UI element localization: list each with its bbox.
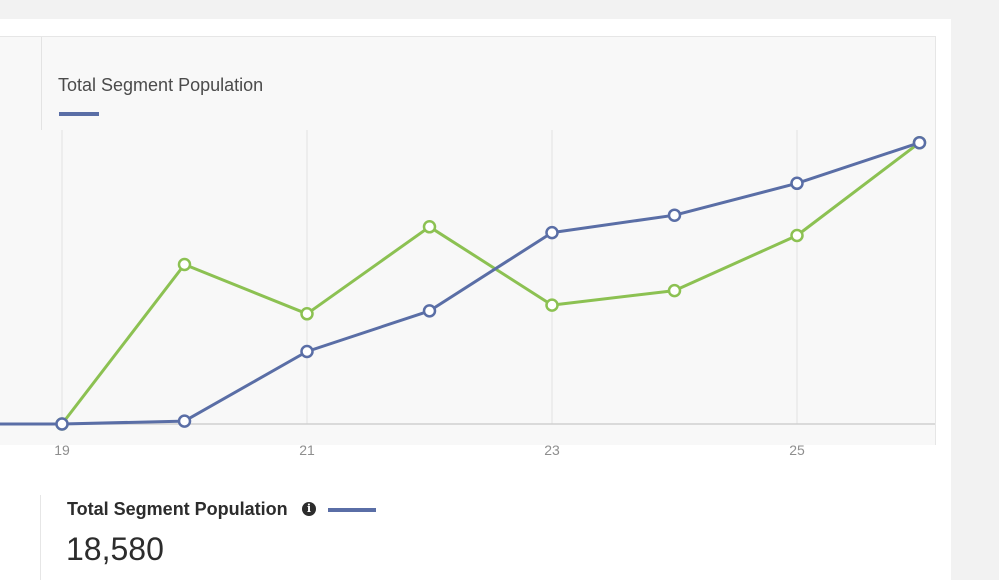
data-point-total-segment-population-26	[912, 135, 927, 150]
series-line-series-2	[0, 141, 921, 426]
metric-label: Total Segment Population	[67, 499, 288, 519]
x-tick-label-25: 25	[789, 442, 805, 458]
info-icon[interactable]: i	[302, 502, 316, 516]
chart-card: Total Segment Population 19 21 23 25 Total …	[0, 19, 951, 580]
data-point-series-2-24	[667, 283, 682, 298]
legend-title: Total Segment Population	[58, 75, 264, 95]
series-line-total-segment-population	[0, 141, 920, 426]
data-point-total-segment-population-19	[55, 417, 69, 431]
metric-value: 18,580	[66, 531, 164, 567]
x-tick-label-23: 23	[544, 442, 560, 458]
data-point-series-2-20	[177, 257, 192, 272]
data-point-series-2-23	[545, 298, 559, 312]
data-point-total-segment-population-20	[177, 414, 192, 428]
data-point-total-segment-population-21	[300, 344, 314, 359]
legend-divider	[41, 37, 42, 130]
metric-summary: Total Segment Population i 18,580	[40, 495, 601, 580]
chart-panel: Total Segment Population	[0, 36, 936, 445]
x-tick-label-21: 21	[299, 442, 315, 458]
legend-swatch-total-segment-population[interactable]	[59, 112, 99, 116]
x-tick-label-19: 19	[54, 442, 70, 458]
data-point-total-segment-population-23	[545, 225, 559, 240]
data-point-series-2-22	[422, 220, 437, 234]
metric-series-swatch	[328, 508, 376, 512]
data-point-series-2-21	[300, 307, 314, 321]
data-point-total-segment-population-24	[667, 208, 682, 222]
data-point-series-2-25	[790, 228, 804, 243]
data-point-total-segment-population-22	[422, 304, 437, 318]
data-point-total-segment-population-25	[790, 176, 804, 191]
line-chart: 19 21 23 25	[0, 130, 935, 458]
